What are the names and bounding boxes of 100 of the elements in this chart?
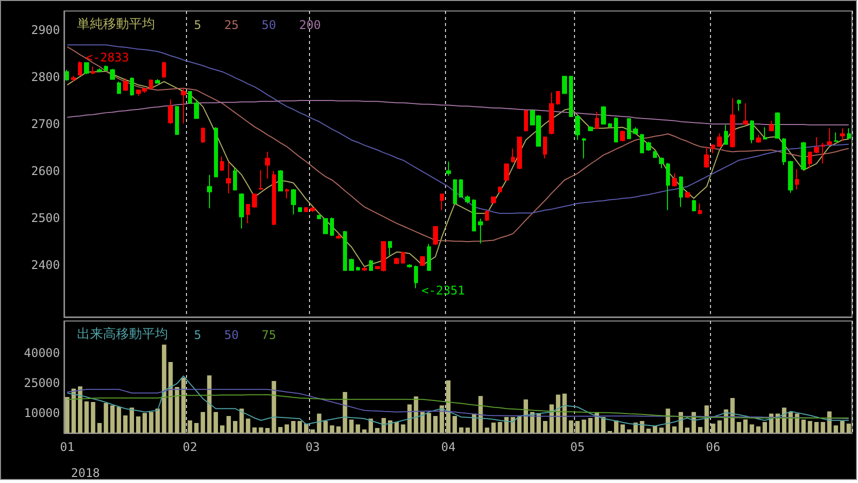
bar [762, 422, 767, 433]
candlestick [569, 75, 573, 117]
bar [601, 417, 606, 433]
candlestick [472, 198, 476, 232]
candlestick [498, 186, 502, 194]
candlestick [782, 138, 786, 166]
bar [556, 394, 560, 433]
bar [459, 427, 464, 433]
x-tick-label: 05 [570, 440, 585, 454]
candlestick [459, 178, 463, 198]
bar [543, 421, 548, 433]
bar [368, 418, 373, 433]
candlestick [149, 78, 153, 90]
candlestick [201, 128, 205, 144]
line-series [66, 100, 850, 126]
candlestick [582, 138, 586, 159]
bar [136, 416, 140, 433]
candlestick [220, 156, 224, 172]
candlestick [795, 168, 799, 190]
candlestick [433, 226, 438, 246]
candlestick [588, 126, 593, 132]
candlestick [310, 206, 315, 213]
bar [298, 421, 302, 433]
candlestick [343, 230, 347, 271]
candlestick [801, 141, 806, 170]
line-series [66, 388, 850, 420]
candlestick [117, 81, 121, 94]
candlestick [427, 244, 431, 271]
candlestick [562, 75, 567, 94]
candlestick [595, 111, 599, 130]
candlestick [504, 164, 509, 182]
annotation: <-2351 [422, 283, 465, 298]
bar [814, 422, 819, 433]
candlestick [608, 122, 612, 128]
bar [666, 408, 670, 433]
y-tick-label: 2800 [31, 70, 60, 84]
candlestick [847, 128, 851, 139]
candlestick [104, 65, 108, 72]
y-tick-label: 2400 [31, 258, 60, 272]
bar [549, 404, 554, 433]
bar [142, 413, 147, 433]
bar [207, 375, 212, 433]
text: 50 [224, 328, 239, 342]
bar [330, 425, 334, 433]
candlestick [808, 152, 812, 169]
candlestick [278, 170, 283, 192]
candlestick [485, 210, 489, 222]
bar [97, 423, 102, 433]
bar [123, 415, 128, 433]
candlestick [653, 150, 657, 158]
bar [168, 362, 173, 433]
candlestick [407, 264, 412, 268]
x-tick-label: 03 [305, 440, 320, 454]
bar [265, 428, 270, 433]
candlestick [679, 176, 683, 208]
bar [246, 418, 250, 433]
candlestick [304, 207, 308, 213]
bar [743, 419, 748, 433]
bar [65, 397, 70, 433]
text: 200 [299, 18, 321, 32]
bar [536, 413, 541, 433]
bar [116, 407, 122, 433]
bar [717, 420, 722, 433]
bar [808, 421, 812, 433]
bar [214, 412, 218, 433]
bar [284, 424, 290, 433]
bar [568, 420, 574, 433]
bar [426, 413, 432, 433]
candlestick [511, 148, 515, 164]
bar [834, 425, 838, 433]
y-tick-label: 25000 [24, 376, 60, 390]
candlestick [750, 120, 754, 144]
candlestick [239, 192, 244, 229]
candlestick [711, 144, 715, 154]
bar [498, 422, 502, 433]
candlestick [233, 167, 237, 190]
candlestick [356, 266, 360, 271]
bar [750, 424, 754, 433]
candlestick [226, 161, 231, 194]
candlestick [659, 156, 664, 169]
candlestick [181, 88, 186, 124]
candlestick [130, 76, 134, 96]
bar [840, 421, 845, 433]
bar [440, 405, 444, 433]
candlestick [775, 112, 780, 139]
bar [678, 412, 684, 433]
candlestick [763, 126, 767, 140]
x-axis-title: 2018 [71, 466, 100, 480]
bar [801, 420, 806, 433]
candlestick [614, 116, 618, 142]
candlestick [724, 124, 728, 145]
bar [291, 421, 296, 433]
bar [252, 427, 257, 433]
candlestick [549, 92, 554, 135]
bar [130, 408, 134, 433]
bar [407, 404, 412, 433]
candlestick [672, 172, 677, 188]
bar [782, 408, 786, 433]
candlestick [814, 136, 819, 154]
bar [524, 399, 528, 433]
